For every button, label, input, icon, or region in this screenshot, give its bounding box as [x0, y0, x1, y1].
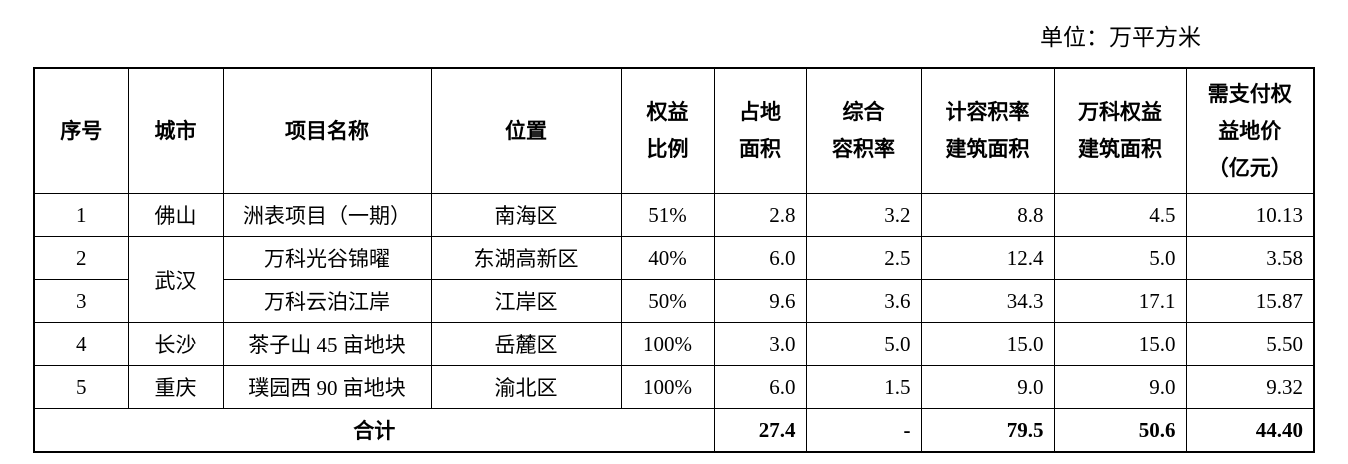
header-text: 容积率 — [832, 137, 895, 161]
header-cell: 权益 比例 — [620, 67, 715, 194]
data-row: 5 重庆 璞园西 90 亩地块 渝北区 100% 6.0 1.5 9.0 9.0 9.32 — [33, 365, 1315, 409]
header-text: 建筑面积 — [945, 137, 1030, 161]
cell: 南海区 — [430, 193, 622, 237]
cell: 3 — [33, 279, 129, 323]
header-text: 万科权益 — [1078, 100, 1162, 124]
cell: 4.5 — [1053, 193, 1187, 237]
cell: 3.58 — [1185, 236, 1315, 280]
header-text: 序号 — [60, 118, 103, 143]
cell: 10.13 — [1185, 193, 1315, 237]
data-row: 2 武汉 万科光谷锦曜 东湖高新区 40% 6.0 2.5 12.4 5.0 3.58 — [33, 236, 1315, 323]
table-body: 1 佛山 洲表项目（一期） 南海区 51% 2.8 3.2 8.8 4.5 10.13 2 武汉 万科光… — [33, 193, 1315, 453]
total-cell: 27.4 — [713, 408, 807, 453]
header-text: 建筑面积 — [1078, 137, 1162, 161]
header-text: 占地 — [739, 100, 781, 124]
land-table: 序号 城市 项目名称 位置 权益 比例 占地 面积 综合 容积率 计容积率 建筑面积 万科权益 建筑面积需… — [33, 67, 1315, 453]
cell: 2.8 — [713, 193, 807, 237]
cell: 34.3 — [920, 279, 1055, 323]
cell: 15.0 — [920, 322, 1055, 366]
data-row: 1 佛山 洲表项目（一期） 南海区 51% 2.8 3.2 8.8 4.5 10.13 — [33, 193, 1315, 237]
header-row: 序号 城市 项目名称 位置 权益 比例 占地 面积 综合 容积率 计容积率 建筑面积 万科权益 建筑面积需… — [33, 67, 1315, 194]
cell: 重庆 — [127, 365, 224, 409]
header-cell: 需支付权益地价 （亿元） — [1185, 67, 1315, 194]
header-text: 位置 — [505, 118, 547, 143]
cell: 6.0 — [713, 365, 807, 409]
cell: 万科云泊江岸 — [222, 279, 432, 323]
header-cell: 综合 容积率 — [805, 67, 922, 194]
cell: 岳麓区 — [430, 322, 622, 366]
cell: 9.0 — [1053, 365, 1187, 409]
cell: 2.5 — [805, 236, 922, 280]
total-cell: 44.40 — [1185, 408, 1315, 453]
cell: 9.6 — [713, 279, 807, 323]
header-cell: 位置 — [430, 67, 622, 194]
total-label: 合计 — [33, 408, 715, 453]
cell: 5 — [33, 365, 129, 409]
header-text: 比例 — [646, 137, 689, 161]
cell: 3.2 — [805, 193, 922, 237]
cell: 武汉 — [127, 236, 224, 323]
cell: 17.1 — [1053, 279, 1187, 323]
cell: 15.0 — [1053, 322, 1187, 366]
header-cell: 城市 — [127, 67, 224, 194]
cell: 3.6 — [805, 279, 922, 323]
cell: 江岸区 — [430, 279, 622, 323]
header-text: 综合 — [842, 100, 885, 124]
cell: 12.4 — [920, 236, 1055, 280]
header-text: （亿元） — [1207, 155, 1292, 180]
header-text: 项目名称 — [285, 118, 369, 143]
total-cell: 79.5 — [920, 408, 1055, 453]
data-row: 4 长沙 茶子山 45 亩地块 岳麓区 100% 3.0 5.0 15.0 15.0 5.50 — [33, 322, 1315, 366]
cell: 5.0 — [1053, 236, 1187, 280]
header-cell: 占地 面积 — [713, 67, 807, 194]
total-row: 合计 27.4-79.5 50.6 44.40 — [33, 408, 1315, 453]
header-cell: 序号 — [33, 67, 129, 194]
cell: 9.32 — [1185, 365, 1315, 409]
total-cell: - — [805, 408, 922, 453]
header-cell: 万科权益 建筑面积 — [1053, 67, 1187, 194]
cell: 5.0 — [805, 322, 922, 366]
cell: 茶子山 45 亩地块 — [222, 322, 432, 366]
header-text: 面积 — [739, 137, 781, 161]
header-text: 权益 — [646, 100, 689, 124]
cell: 40% — [620, 236, 715, 280]
cell: 6.0 — [713, 236, 807, 280]
header-cell: 计容积率 建筑面积 — [920, 67, 1055, 194]
header-text: 城市 — [154, 118, 197, 143]
total-cell: 50.6 — [1053, 408, 1187, 453]
cell: 1 — [33, 193, 129, 237]
cell: 4 — [33, 322, 129, 366]
cell: 佛山 — [127, 193, 224, 237]
cell: 洲表项目（一期） — [222, 193, 432, 237]
cell: 1.5 — [805, 365, 922, 409]
cell: 8.8 — [920, 193, 1055, 237]
cell: 9.0 — [920, 365, 1055, 409]
cell: 5.50 — [1185, 322, 1315, 366]
cell: 3.0 — [713, 322, 807, 366]
cell: 长沙 — [127, 322, 224, 366]
header-cell: 项目名称 — [222, 67, 432, 194]
cell: 15.87 — [1185, 279, 1315, 323]
cell: 璞园西 90 亩地块 — [222, 365, 432, 409]
header-text: 计容积率 — [945, 100, 1030, 124]
cell: 渝北区 — [430, 365, 622, 409]
header-text: 益地价 — [1218, 118, 1282, 143]
cell: 万科光谷锦曜 — [222, 236, 432, 280]
cell: 100% — [620, 365, 715, 409]
cell: 51% — [620, 193, 715, 237]
unit-note: 单位：万平方米 — [1040, 25, 1201, 50]
data-row: 3 万科云泊江岸 江岸区 50% 9.6 3.6 34.3 17.1 15.87 — [33, 279, 1315, 323]
header-text: 需支付权 — [1207, 81, 1292, 106]
cell: 2 — [33, 236, 129, 280]
cell: 50% — [620, 279, 715, 323]
cell: 100% — [620, 322, 715, 366]
cell: 东湖高新区 — [430, 236, 622, 280]
